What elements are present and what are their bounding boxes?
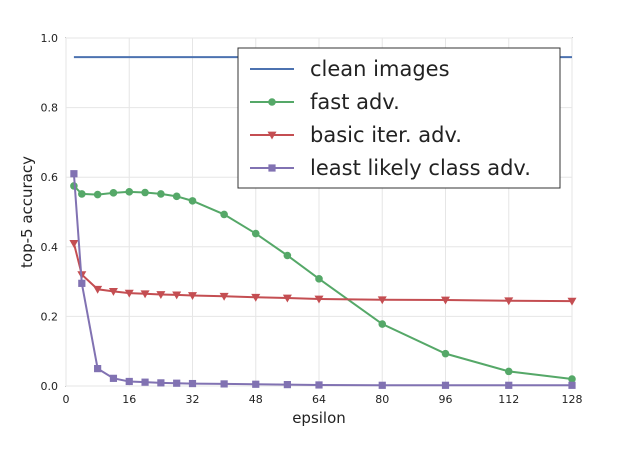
data-point [252, 380, 260, 388]
y-tick-label: 0.0 [41, 380, 59, 393]
y-tick-label: 0.4 [41, 241, 59, 254]
x-tick-label: 48 [249, 393, 263, 406]
data-point [172, 192, 181, 201]
data-point [141, 378, 149, 386]
data-point [315, 275, 323, 283]
data-point [504, 297, 514, 306]
legend-item: fast adv. [250, 90, 400, 114]
legend-marker [267, 131, 277, 140]
data-point [441, 349, 450, 358]
legend-item: basic iter. adv. [250, 123, 462, 147]
x-tick-label: 128 [562, 393, 583, 406]
data-point [125, 377, 133, 386]
x-tick-label: 0 [63, 393, 70, 406]
data-point [567, 297, 577, 306]
legend: clean images fast adv. basic iter. adv. lea… [237, 47, 561, 189]
data-point [251, 293, 261, 302]
x-tick-label: 80 [375, 393, 389, 406]
data-point [282, 294, 292, 303]
legend-label: fast adv. [310, 90, 400, 114]
data-point [109, 374, 118, 382]
data-point [283, 251, 292, 260]
data-point [109, 189, 118, 197]
data-point [78, 279, 86, 287]
data-point [141, 188, 149, 197]
data-point [173, 379, 181, 387]
data-point [441, 296, 450, 305]
data-point [124, 289, 134, 298]
legend-marker [268, 164, 276, 172]
data-point [283, 381, 291, 389]
data-point [78, 190, 86, 198]
data-point [315, 381, 323, 389]
data-point [157, 379, 165, 387]
data-point [93, 190, 102, 199]
legend-label: least likely class adv. [310, 156, 531, 180]
series-2 [69, 239, 577, 306]
legend-marker [268, 98, 276, 106]
legend-label: basic iter. adv. [310, 123, 462, 147]
data-point [568, 375, 576, 383]
data-point [140, 290, 150, 299]
y-tick-label: 0.2 [41, 310, 59, 323]
data-point [441, 381, 450, 389]
data-point [188, 379, 197, 388]
data-point [125, 188, 134, 196]
data-point [70, 170, 78, 178]
y-tick-label: 1.0 [41, 32, 59, 45]
x-tick-label: 112 [498, 393, 519, 406]
data-point [156, 291, 166, 299]
data-point [172, 291, 182, 300]
data-point [108, 287, 118, 296]
data-point [378, 381, 386, 389]
legend-label: clean images [310, 57, 450, 81]
data-point [188, 197, 197, 205]
x-axis-title: epsilon [292, 409, 346, 427]
series-3 [70, 170, 576, 389]
data-point [251, 229, 260, 238]
data-point [378, 320, 387, 328]
legend-item: clean images [250, 57, 450, 81]
legend-box [237, 47, 561, 189]
x-tick-label: 32 [186, 393, 200, 406]
data-point [377, 296, 387, 305]
data-point [314, 295, 324, 304]
data-point [94, 365, 102, 373]
x-tick-label: 96 [439, 393, 453, 406]
data-point [504, 367, 513, 376]
data-point [220, 380, 228, 388]
data-point [188, 292, 197, 301]
data-point [219, 292, 229, 301]
legend-item: least likely class adv. [250, 156, 531, 180]
data-point [220, 210, 228, 219]
y-tick-label: 0.8 [41, 102, 59, 115]
data-point [93, 285, 103, 294]
x-tick-label: 16 [122, 393, 136, 406]
x-tick-label: 64 [312, 393, 326, 406]
data-point [157, 190, 165, 198]
y-axis-title: top-5 accuracy [18, 156, 36, 268]
y-tick-label: 0.6 [41, 171, 59, 184]
tick-labels: 0 16 32 48 64 80 96 112 128 0.0 0.2 0.4 0.6 0.8 1.0 [41, 32, 583, 406]
data-point [505, 381, 513, 389]
data-point [69, 239, 79, 248]
data-point [568, 381, 576, 389]
